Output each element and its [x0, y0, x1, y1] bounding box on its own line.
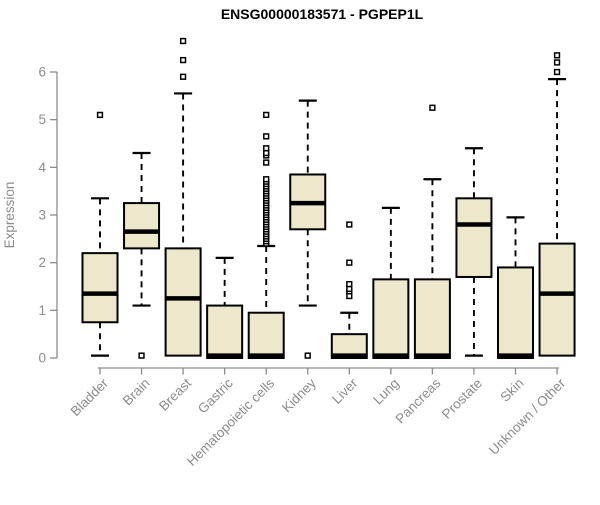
box-prostate	[455, 147, 493, 357]
x-tick-label-liver: Liver	[329, 375, 361, 407]
outlier-point	[304, 352, 311, 359]
outlier-point	[429, 104, 436, 111]
y-tick-label: 3	[38, 208, 46, 223]
box-brain	[123, 151, 161, 359]
outlier-point	[346, 259, 353, 266]
iqr-box	[247, 311, 285, 360]
box-kidney	[289, 99, 327, 359]
iqr-box	[81, 252, 119, 324]
outlier-point	[96, 111, 104, 119]
outlier-point	[263, 159, 270, 166]
iqr-box	[164, 247, 202, 357]
box-pancreas	[413, 104, 451, 360]
x-tick-label-breast: Breast	[156, 375, 194, 413]
outlier-point	[263, 176, 270, 183]
y-tick-label: 2	[38, 255, 46, 270]
outlier-point	[346, 221, 353, 228]
outlier-point	[179, 73, 187, 80]
outlier-point	[138, 352, 145, 359]
outlier-point	[179, 37, 187, 45]
outlier-point	[179, 56, 187, 64]
chart-title: ENSG00000183571 - PGPEP1L	[221, 6, 424, 22]
boxplot-boxes	[81, 37, 576, 360]
x-tick-label-unknown-other: Unknown / Other	[486, 375, 569, 458]
x-tick-label-brain: Brain	[120, 376, 153, 409]
outlier-point	[553, 59, 561, 66]
box-breast	[164, 37, 202, 357]
iqr-box	[372, 278, 410, 360]
y-tick-label: 0	[38, 351, 46, 366]
outlier-point	[553, 52, 561, 59]
outlier-point	[553, 68, 561, 76]
x-tick-label-pancreas: Pancreas	[393, 375, 444, 426]
x-tick-label-skin: Skin	[497, 376, 526, 405]
iqr-box	[123, 202, 161, 250]
outlier-point	[263, 133, 270, 140]
box-hematopoietic-cells	[247, 111, 285, 360]
x-tick-label-gastric: Gastric	[195, 375, 236, 416]
iqr-box	[497, 266, 534, 359]
outlier-point	[263, 111, 270, 119]
y-tick-label: 5	[38, 112, 46, 127]
outlier-point	[346, 280, 353, 288]
box-gastric	[206, 256, 244, 360]
x-tick-label-prostate: Prostate	[439, 376, 485, 422]
box-skin	[497, 216, 534, 359]
box-lung	[372, 206, 410, 360]
y-axis: 0 1 2 3 4 5 6	[38, 65, 58, 366]
y-tick-label: 6	[38, 65, 46, 80]
box-unknown-other	[538, 52, 576, 357]
iqr-box	[455, 197, 493, 278]
iqr-box	[330, 333, 368, 359]
y-tick-label: 4	[38, 160, 46, 175]
y-axis-label: Expression	[2, 182, 17, 249]
iqr-box	[206, 304, 244, 360]
outlier-point	[263, 145, 270, 152]
x-tick-label-bladder: Bladder	[68, 375, 112, 419]
iqr-box	[538, 242, 576, 357]
iqr-box	[413, 278, 451, 360]
box-bladder	[81, 111, 119, 357]
box-liver	[330, 221, 368, 359]
y-tick-label: 1	[38, 303, 46, 318]
x-tick-label-kidney: Kidney	[279, 375, 319, 415]
x-tick-label-lung: Lung	[370, 376, 402, 408]
